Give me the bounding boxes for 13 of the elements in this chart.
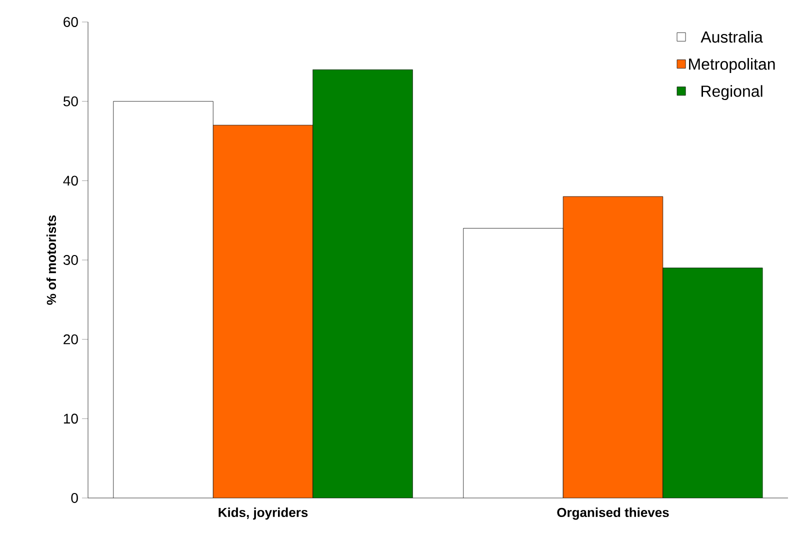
y-tick-label: 0 — [71, 493, 78, 503]
x-tick-label: Organised thieves — [557, 508, 669, 520]
legend-label: Australia — [700, 30, 763, 43]
legend-label: Regional — [702, 85, 762, 100]
y-tick-label: 40 — [63, 176, 78, 186]
y-tick-label: 60 — [64, 17, 78, 27]
y-axis-title: % of motorists — [46, 215, 56, 305]
y-tick-label: 30 — [63, 255, 78, 265]
x-tick-label: Kids, joyriders — [218, 508, 308, 520]
y-tick-label: 50 — [63, 96, 78, 106]
y-tick-label: 20 — [64, 334, 78, 344]
y-tick-label: 10 — [64, 414, 78, 424]
legend-label: Metropolitan — [689, 58, 775, 73]
